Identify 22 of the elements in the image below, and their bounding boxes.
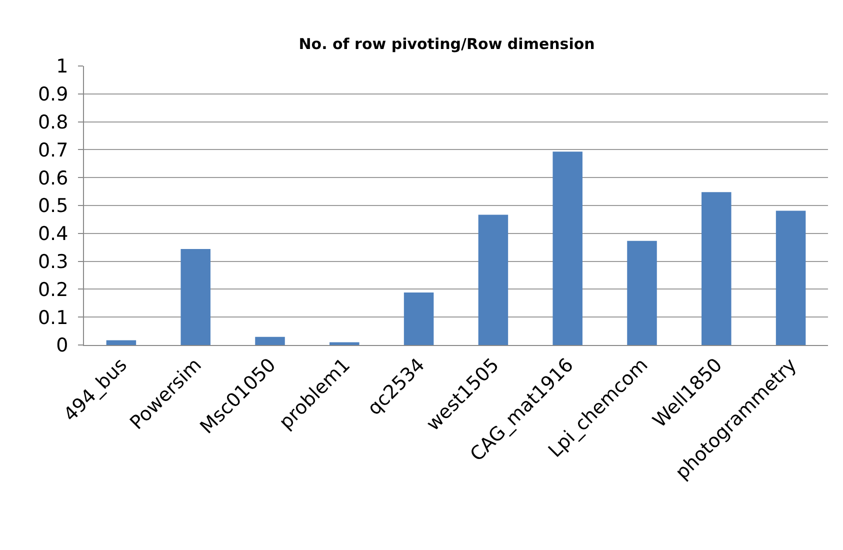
y-tick-label: 0.7	[38, 139, 68, 162]
bar	[776, 210, 806, 345]
bar	[478, 214, 508, 345]
y-tick-label: 0.6	[38, 167, 68, 190]
y-tick-label: 0.4	[38, 223, 68, 246]
y-tick-label: 0.9	[38, 84, 68, 106]
y-tick-label: 0.3	[38, 250, 68, 273]
y-tick-label: 0	[56, 334, 68, 357]
chart-title: No. of row pivoting/Row dimension	[298, 35, 595, 53]
bar	[255, 336, 285, 345]
bar	[552, 152, 582, 345]
bar	[106, 340, 136, 345]
bar	[180, 249, 210, 345]
y-tick-label: 0.1	[38, 306, 68, 329]
bar	[404, 292, 434, 345]
bar	[627, 240, 657, 345]
y-tick-label: 0.2	[38, 278, 68, 301]
y-tick-label: 0.5	[38, 195, 68, 218]
bar	[702, 192, 732, 345]
y-tick-label: 0.8	[38, 111, 68, 134]
bar	[330, 342, 360, 345]
y-tick-label: 1	[56, 56, 68, 78]
